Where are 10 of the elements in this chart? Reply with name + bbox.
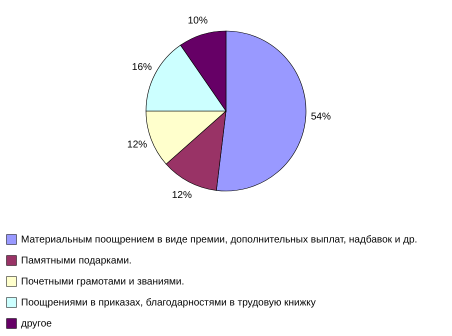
data-label: 16%	[132, 62, 152, 73]
legend-label: Поощрениями в приказах, благодарностями в трудовую книжку	[21, 298, 316, 308]
data-label: 54%	[310, 112, 331, 123]
legend-label: другое	[21, 318, 52, 330]
data-label: 12%	[172, 190, 192, 202]
data-label: 10%	[188, 15, 208, 26]
data-label: 12%	[127, 140, 148, 151]
legend-label: Почетными грамотами и званиями.	[21, 276, 184, 288]
legend-label: Памятными подарками.	[21, 256, 132, 266]
legend-label: Материальным поощрением в виде премии, дополнительных выплат, надбавок и др.	[21, 234, 418, 246]
